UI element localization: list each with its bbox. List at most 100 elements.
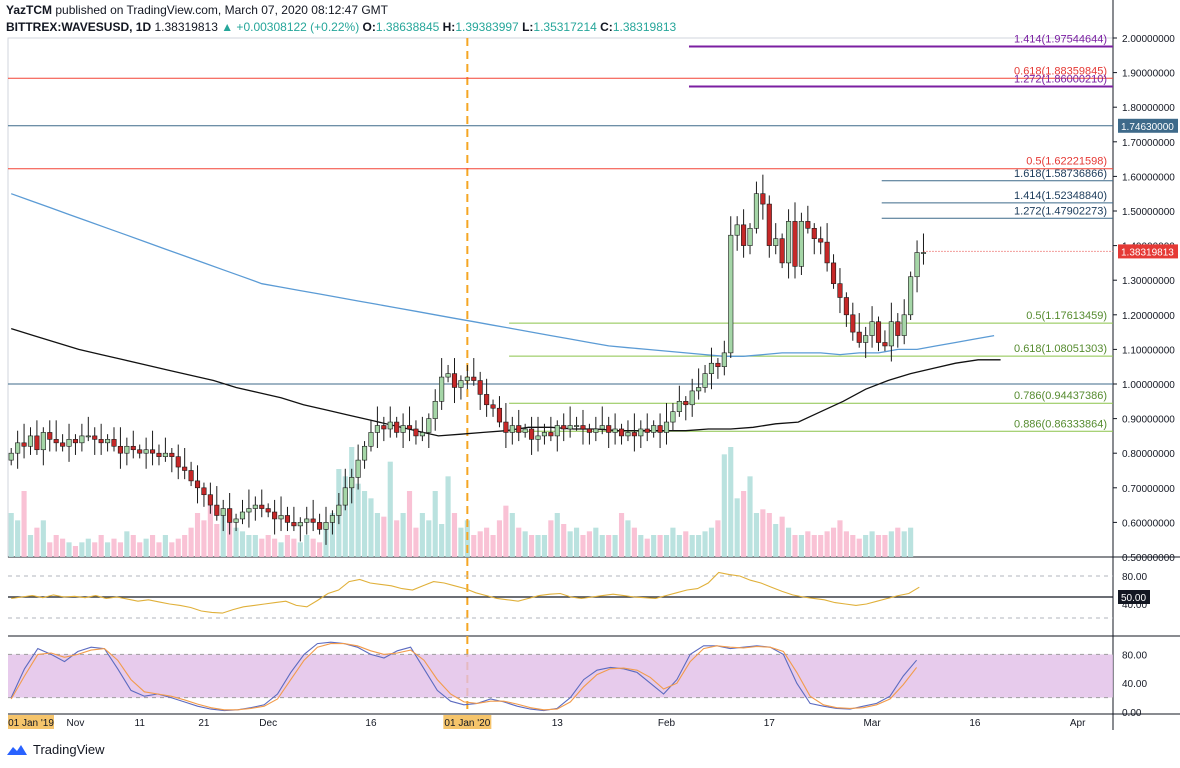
candle-body [137,449,143,454]
volume-bar [79,542,85,557]
candle-body [503,421,509,433]
volume-bar [644,538,650,557]
price-tick-label: 0.50000000 [1122,553,1175,564]
candle-body [265,508,271,513]
open-label: O: [362,20,376,34]
candle-body [239,511,246,520]
level-label: 0.5(1.17613459) [1026,310,1107,322]
candle-body [98,439,104,444]
high-label: H: [442,20,456,34]
candle-body [175,456,181,468]
time-label: 11 [135,718,146,729]
volume-bar [651,535,657,557]
volume-bar [265,535,271,557]
candle-body [644,428,650,433]
volume-bar [137,542,143,557]
price-tick-label: 1.10000000 [1122,345,1175,356]
candle-body [676,400,682,412]
symbol-label: BITTREX:WAVESUSD, 1D [6,20,152,34]
candle-body [837,283,843,298]
price-tick-label: 0.90000000 [1122,415,1175,426]
volume-bar [105,542,111,557]
candle-body [850,314,856,333]
volume-bar [239,531,246,557]
candle-body [561,425,567,430]
price-tick-label: 0.70000000 [1122,484,1175,495]
volume-bar [207,505,213,557]
volume-bar [593,527,599,557]
candle-body [830,262,837,284]
published-text: published on TradingView.com, March 07, … [55,3,389,17]
candle-body [406,425,413,430]
price-tick-label: 1.20000000 [1122,311,1175,322]
volume-bar [169,542,175,557]
candle-body [381,425,387,430]
level-label: 0.5(1.62221598) [1026,156,1107,168]
volume-bar [580,535,586,557]
volume-bar [766,513,772,557]
volume-bar [875,535,882,557]
candle-body [368,432,374,447]
volume-bar [792,535,798,557]
volume-bar [702,531,708,557]
candle-body [760,193,766,205]
time-label: 13 [552,718,564,729]
candle-body [535,435,541,440]
candle-body [220,508,226,516]
volume-bar [618,513,625,557]
candle-body [638,428,644,437]
candle-body [824,241,830,264]
level-label: 1.414(1.97544644) [1014,34,1107,46]
volume-bar [509,513,515,557]
candle-body [111,439,117,447]
volume-bar [15,520,21,557]
candle-body [53,439,59,444]
time-label: 16 [365,718,377,729]
candle-body [284,515,291,523]
rsi-tick-label: 50.00 [1121,593,1146,604]
candle-body [612,428,618,433]
candle-body [811,228,817,239]
close-value: 1.38319813 [612,20,677,34]
volume-bar [310,538,316,557]
candle-body [252,504,258,509]
volume-bar [496,520,503,557]
current-price-label: 1.38319813 [1121,247,1174,258]
volume-bar [850,535,856,557]
time-label: Mar [863,718,881,729]
candle-body [182,466,188,471]
candle-body [342,487,348,506]
left-date-badge [8,715,54,729]
volume-bar [516,527,522,557]
volume-bar [805,531,811,557]
volume-bar [8,513,14,557]
candle-body [150,449,156,454]
publish-info: YazTCM published on TradingView.com, Mar… [6,3,388,17]
candle-body [156,452,162,457]
volume-bar [272,538,278,557]
candle-body [79,435,85,444]
candle-body [920,252,927,254]
volume-bar [34,527,40,557]
volume-bar [66,542,72,557]
candle-body [805,221,811,229]
candle-body [21,442,27,447]
volume-bar [194,513,201,557]
candle-body [875,321,882,343]
volume-bar [246,535,252,557]
candle-body [490,404,496,409]
volume-bar [400,513,406,557]
candle-body [818,238,824,243]
volume-bar [753,513,760,557]
candle-body [496,407,503,423]
candle-body [304,518,310,523]
candle-body [618,428,625,437]
candle-body [657,425,663,433]
time-label: 01 Jan '20 [444,718,490,729]
low-label: L: [522,20,534,34]
time-label: Dec [259,718,277,729]
volume-bar [329,513,336,557]
volume-bar [785,527,792,557]
candle-body [863,335,869,343]
